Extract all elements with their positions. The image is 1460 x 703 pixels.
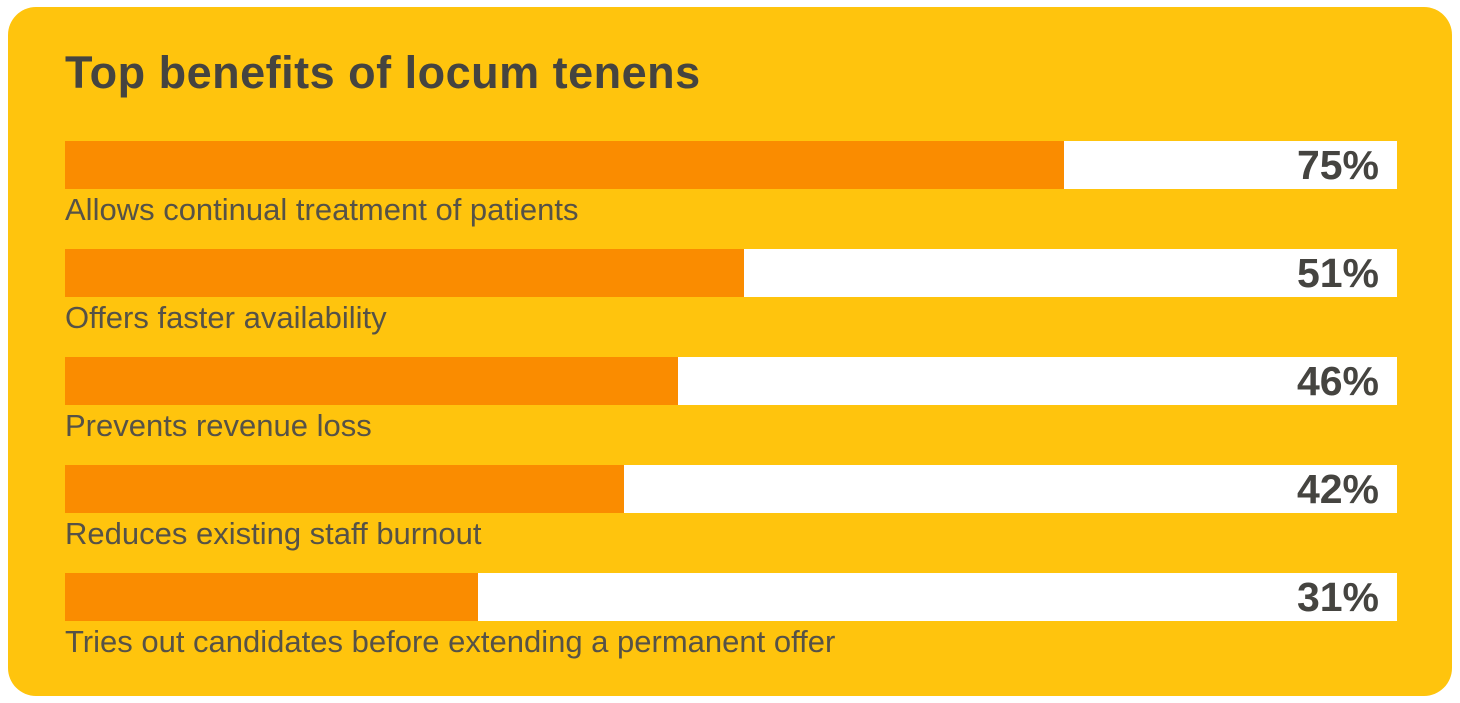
bar-track: 31% [65,573,1397,621]
bar-label: Tries out candidates before extending a … [65,624,836,659]
bar-value-label: 75% [1296,142,1379,188]
chart-title: Top benefits of locum tenens [65,47,701,98]
bar-value-label: 31% [1296,574,1379,620]
bar-fill [65,141,1064,189]
bar-row: 46% Prevents revenue loss [65,357,1405,444]
bar-value-label: 46% [1296,358,1379,404]
infographic-card: Top benefits of locum tenens 75% Allows … [8,7,1452,696]
bar-row: 31% Tries out candidates before extendin… [65,573,1405,660]
bar-fill [65,249,745,297]
bar-label: Offers faster availability [65,300,387,335]
bar-value-label: 42% [1296,466,1379,512]
bar-fill [65,573,478,621]
bar-track: 75% [65,141,1397,189]
bar-fill [65,357,678,405]
bar-label: Allows continual treatment of patients [65,192,579,227]
bar-fill [65,465,625,513]
bar-track: 42% [65,465,1397,513]
bar-value-label: 51% [1296,250,1379,296]
bar-row: 42% Reduces existing staff burnout [65,465,1405,552]
bar-row: 75% Allows continual treatment of patien… [65,141,1405,228]
bar-chart: 75% Allows continual treatment of patien… [65,141,1405,660]
bar-label: Prevents revenue loss [65,408,372,443]
bar-track: 51% [65,249,1397,297]
bar-track: 46% [65,357,1397,405]
bar-label: Reduces existing staff burnout [65,516,482,551]
bar-row: 51% Offers faster availability [65,249,1405,336]
